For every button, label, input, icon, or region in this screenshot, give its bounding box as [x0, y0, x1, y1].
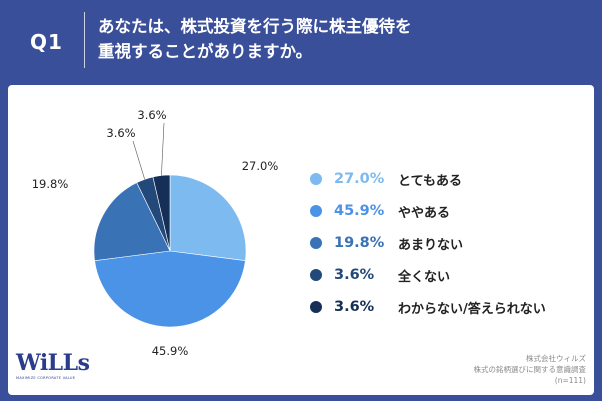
question-header: Q1 あなたは、株式投資を行う際に株主優待を 重視することがありますか。: [0, 0, 602, 82]
legend-swatch: [310, 269, 322, 281]
source-note: 株式会社ウィルズ 株式の銘柄選びに関する意識調査 (n=111): [474, 353, 587, 386]
pie-value-label-2: 45.9%: [152, 344, 189, 358]
legend-label: あまりない: [398, 237, 464, 253]
legend-label: 全くない: [398, 269, 451, 285]
source-company: 株式会社ウィルズ: [526, 354, 586, 363]
question-line-1: あなたは、株式投資を行う際に株主優待を: [98, 17, 412, 36]
legend-value: 27.0%: [334, 171, 385, 187]
pie-value-label-3: 19.8%: [32, 177, 69, 191]
pie-chart: 27.0% 45.9% 19.8% 3.6%3.6%: [32, 108, 279, 358]
header-divider: [84, 12, 85, 68]
pie-value-label-4: 3.6%: [106, 126, 135, 140]
legend-value: 19.8%: [334, 235, 385, 251]
pie-slice-3: [93, 182, 171, 261]
pie-slice-5: [152, 174, 171, 252]
pie-value-label-5: 3.6%: [137, 108, 166, 122]
legend-swatch: [310, 301, 322, 313]
legend-item: 3.6% わからない/答えられない: [310, 291, 546, 323]
company-logo: WiLLs MAXIMIZE CORPORATE VALUE: [16, 351, 106, 380]
source-sample-size: (n=111): [554, 376, 586, 385]
legend-label: ややある: [398, 205, 451, 221]
pie-value-label-1: 27.0%: [242, 159, 279, 173]
legend-swatch: [310, 173, 322, 185]
chart-panel: 27.0% 45.9% 19.8% 3.6% 3.6% 27.0% とてもある 45.9% や…: [8, 85, 594, 395]
pie-slice-2: [94, 250, 246, 328]
legend-value: 45.9%: [334, 203, 385, 219]
leader-line-5: [161, 122, 165, 176]
chart-legend: 27.0% とてもある 45.9% ややある 19.8% あまりない 3.6% 全くない 3.6…: [310, 163, 546, 323]
logo-wordmark: WiLLs: [16, 350, 90, 376]
logo-tagline: MAXIMIZE CORPORATE VALUE: [16, 376, 76, 380]
legend-item: 27.0% とてもある: [310, 163, 546, 195]
legend-item: 19.8% あまりない: [310, 227, 546, 259]
leader-line-4: [132, 140, 145, 180]
question-number: Q1: [30, 30, 63, 54]
question-line-2: 重視することがありますか。: [98, 42, 313, 61]
legend-label: わからない/答えられない: [398, 301, 546, 317]
source-survey: 株式の銘柄選びに関する意識調査: [473, 365, 587, 374]
legend-swatch: [310, 205, 322, 217]
legend-label: とてもある: [398, 173, 462, 189]
legend-item: 45.9% ややある: [310, 195, 546, 227]
pie-slice-1: [169, 174, 247, 261]
legend-item: 3.6% 全くない: [310, 259, 546, 291]
legend-value: 3.6%: [334, 267, 375, 283]
legend-swatch: [310, 237, 322, 249]
question-text: あなたは、株式投資を行う際に株主優待を 重視することがありますか。: [98, 14, 588, 64]
legend-value: 3.6%: [334, 299, 375, 315]
